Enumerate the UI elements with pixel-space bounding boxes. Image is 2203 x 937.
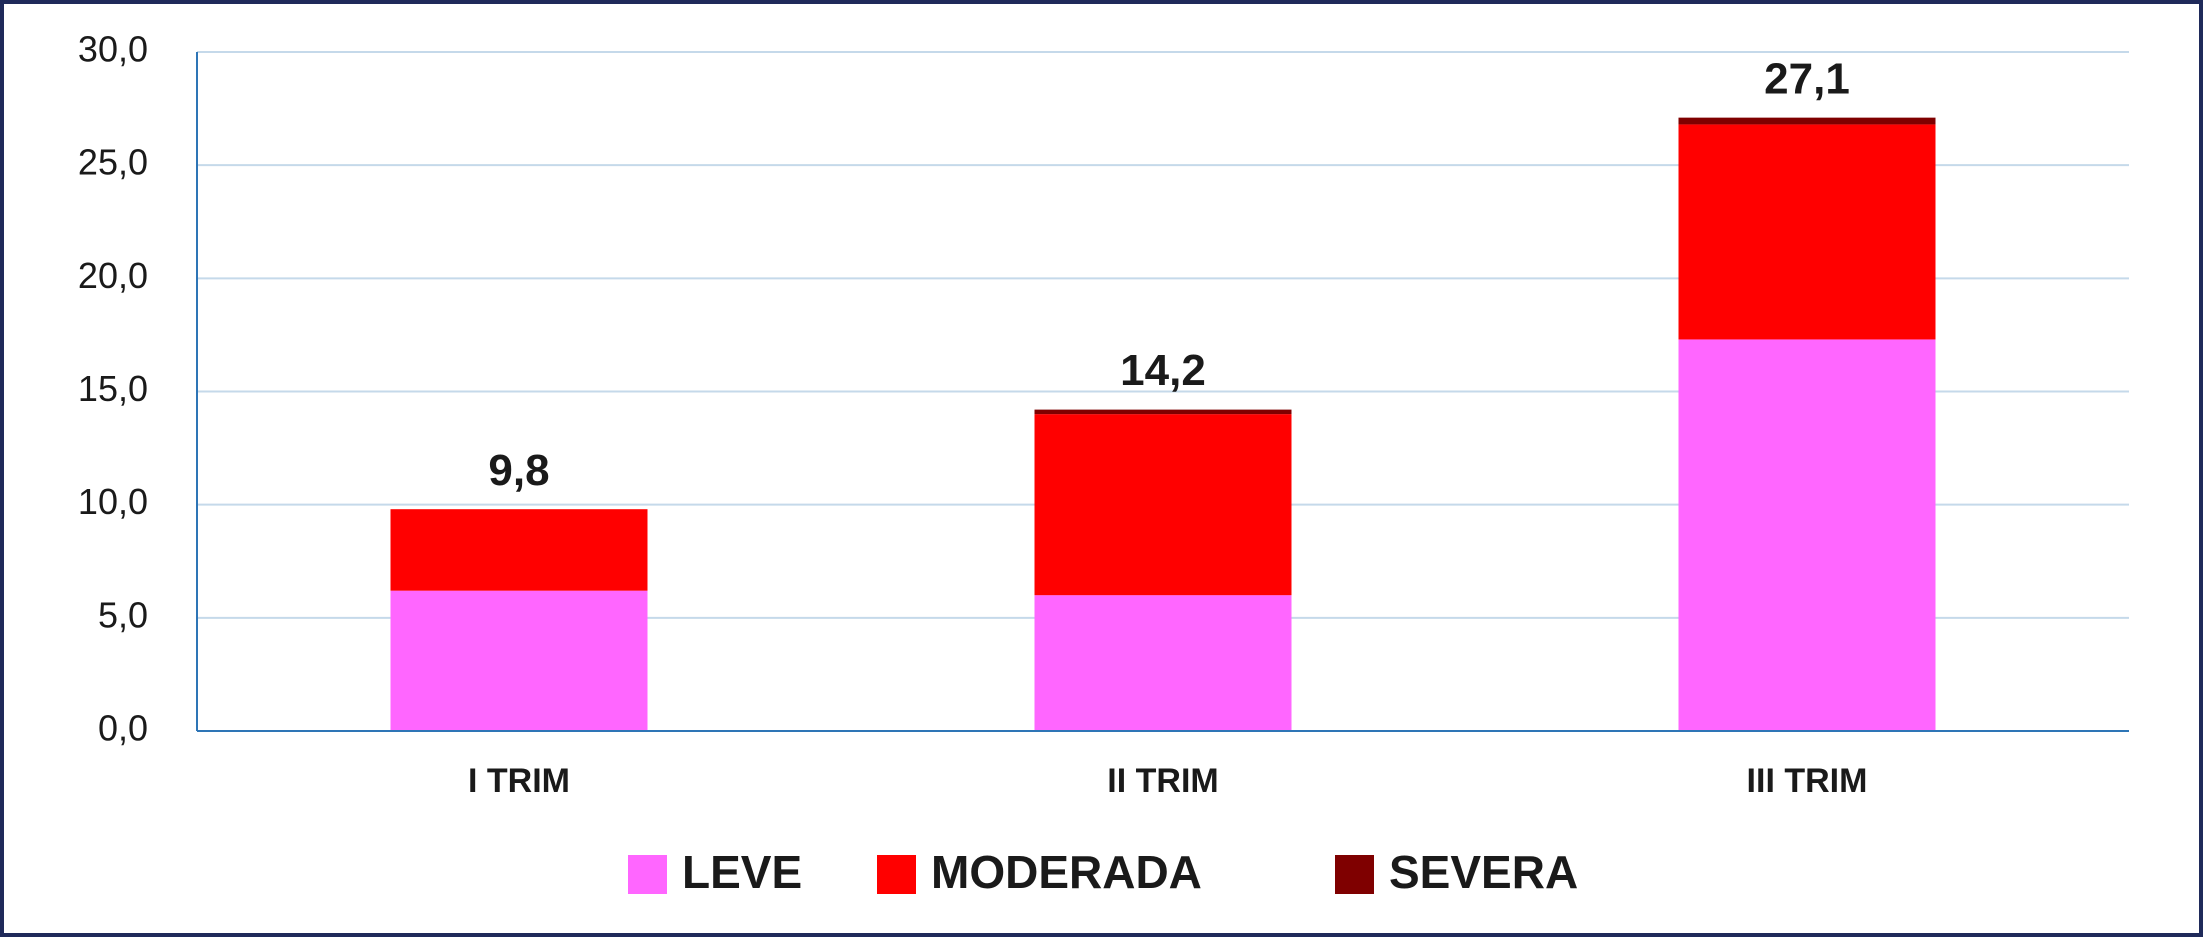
total-label: 9,8 <box>488 446 549 495</box>
bar-segment <box>1678 124 1936 340</box>
x-tick-label: I TRIM <box>468 762 570 800</box>
bar-segment <box>1034 595 1292 731</box>
total-label: 14,2 <box>1120 346 1206 395</box>
bar-segment <box>1034 414 1292 596</box>
bar-segment <box>390 590 648 731</box>
y-tick-label: 15,0 <box>78 368 148 409</box>
bar-segment <box>1678 117 1936 125</box>
y-tick-label: 5,0 <box>98 594 148 635</box>
bar-segment <box>1678 339 1936 731</box>
legend-swatch <box>628 855 667 894</box>
legend-label: MODERADA <box>931 846 1202 898</box>
y-tick-label: 25,0 <box>78 142 148 183</box>
legend-label: SEVERA <box>1389 846 1578 898</box>
y-tick-label: 30,0 <box>78 29 148 70</box>
x-tick-label: III TRIM <box>1747 762 1868 800</box>
total-label: 27,1 <box>1764 54 1850 103</box>
y-tick-label: 20,0 <box>78 255 148 296</box>
x-tick-label: II TRIM <box>1107 762 1218 800</box>
legend-swatch <box>1335 855 1374 894</box>
bar-segment <box>1034 409 1292 415</box>
y-tick-label: 0,0 <box>98 708 148 749</box>
legend-label: LEVE <box>682 846 802 898</box>
y-tick-label: 10,0 <box>78 481 148 522</box>
legend-swatch <box>877 855 916 894</box>
bar-segment <box>390 509 648 591</box>
